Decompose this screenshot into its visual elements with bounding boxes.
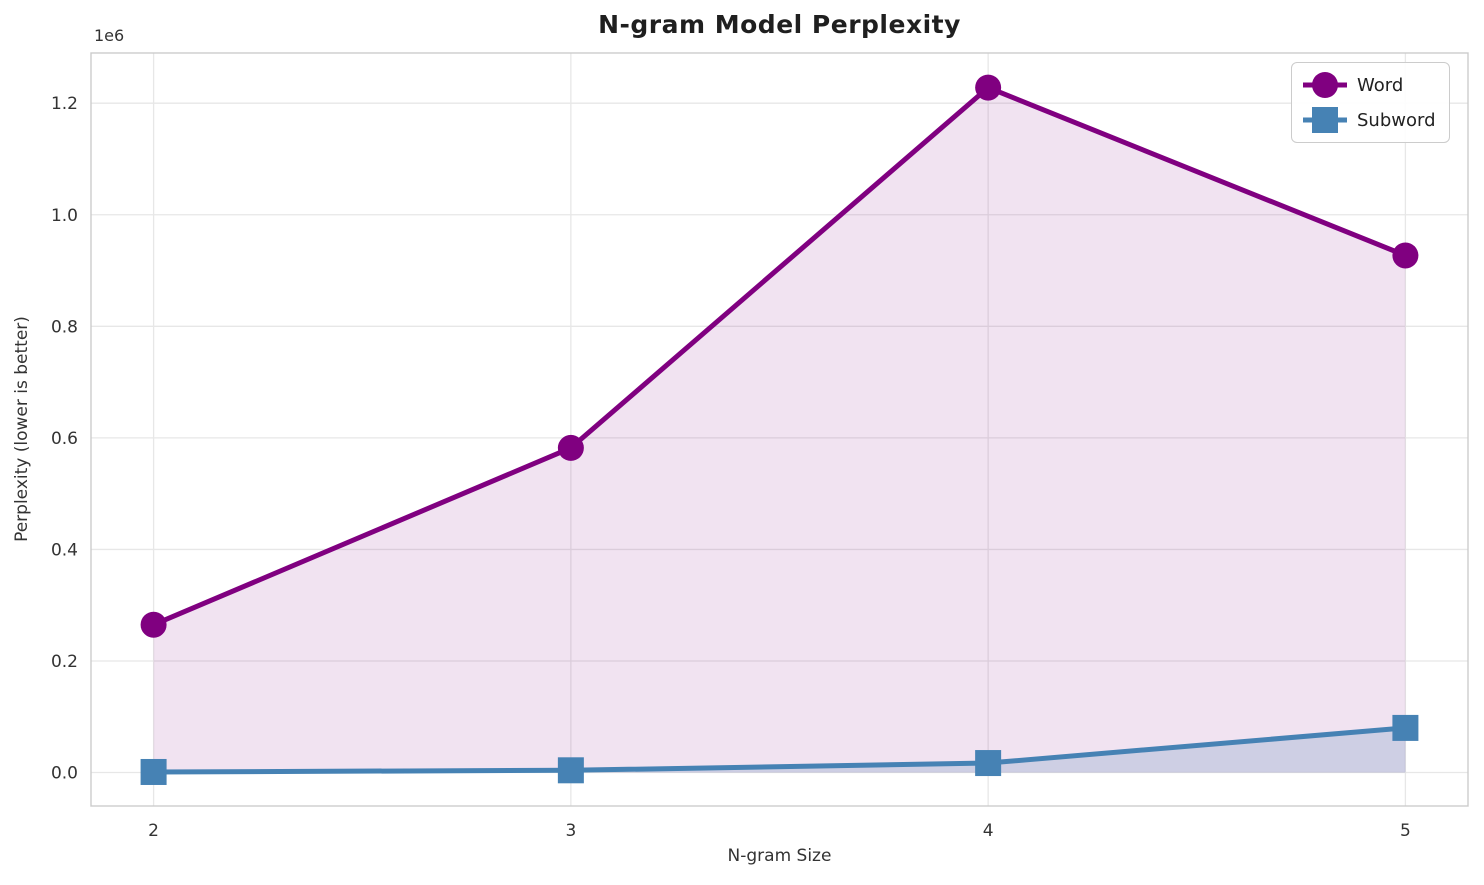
x-tick-label: 2 xyxy=(148,821,159,841)
series-subword-marker xyxy=(140,758,167,785)
y-tick-label: 1.2 xyxy=(51,94,78,114)
series-subword-line xyxy=(151,725,1408,775)
legend-label: Subword xyxy=(1357,109,1436,131)
x-axis-label: N-gram Size xyxy=(727,846,832,866)
x-tick-label: 3 xyxy=(565,821,576,841)
y-axis-offset-label: 1e6 xyxy=(94,26,125,45)
legend: Word Subword xyxy=(1291,62,1450,143)
chart-title: N-gram Model Perplexity xyxy=(598,10,961,39)
x-tick-label: 5 xyxy=(1400,821,1411,841)
series-word-fill xyxy=(153,87,1406,773)
series-subword-fill xyxy=(153,727,1406,773)
y-tick-label: 0.8 xyxy=(51,317,78,337)
series-subword-marker xyxy=(1392,714,1419,741)
y-tick-label: 0.2 xyxy=(51,652,78,672)
axes-spines xyxy=(90,52,1469,807)
y-tick-label: 0.4 xyxy=(51,540,78,560)
y-tick-label: 1.0 xyxy=(51,206,78,226)
legend-item-word: Word xyxy=(1301,70,1436,100)
circle-marker-icon xyxy=(1303,72,1347,98)
series-subword-marker xyxy=(975,750,1002,777)
legend-label: Word xyxy=(1357,74,1404,96)
y-tick-label: 0.6 xyxy=(51,429,78,449)
series-word-marker xyxy=(1392,242,1419,269)
series-word-marker xyxy=(975,74,1002,101)
x-tick-label: 4 xyxy=(983,821,994,841)
square-marker-icon xyxy=(1303,107,1347,133)
series-word-line xyxy=(151,85,1408,628)
series-subword-marker xyxy=(557,757,584,784)
series-word-marker xyxy=(140,611,167,638)
legend-item-subword: Subword xyxy=(1301,105,1436,135)
series-word-marker xyxy=(557,434,584,461)
y-tick-label: 0.0 xyxy=(51,764,78,784)
y-axis-label: Perplexity (lower is better) xyxy=(12,316,32,542)
